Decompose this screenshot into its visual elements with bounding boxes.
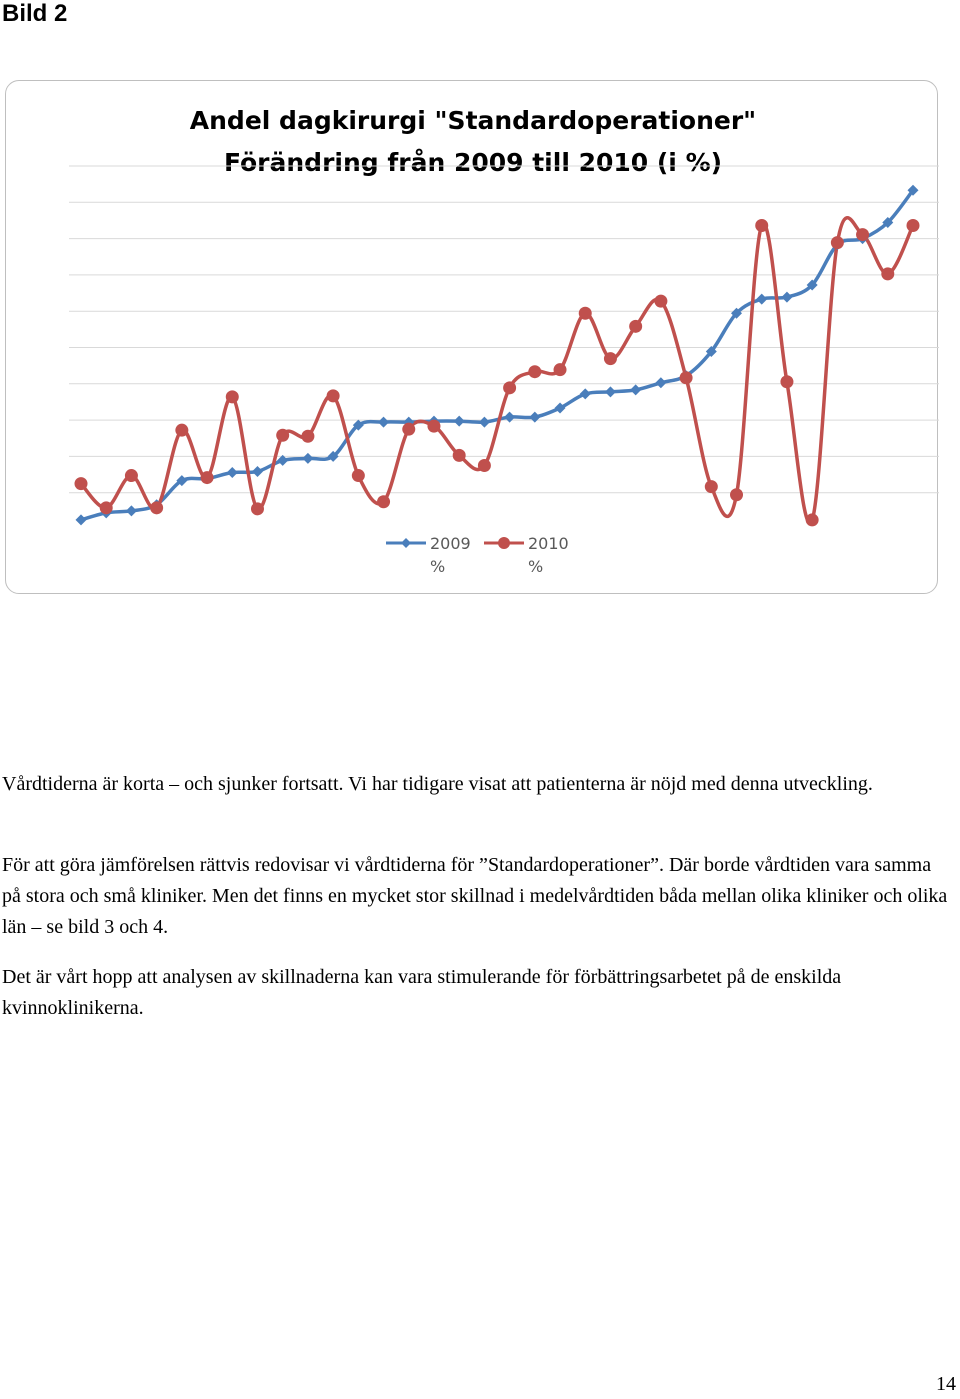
data-point-2009 bbox=[756, 293, 768, 305]
legend-label-2010-line1: 2010 bbox=[528, 534, 569, 553]
data-point-2010 bbox=[755, 218, 769, 232]
legend-label-2009-line1: 2009 bbox=[430, 534, 471, 553]
paragraph-1: Vårdtiderna är korta – och sjunker forts… bbox=[2, 773, 873, 795]
data-point-2010 bbox=[225, 390, 239, 404]
legend-marker-2009 bbox=[401, 538, 411, 548]
data-point-2010 bbox=[830, 236, 844, 250]
data-point-2010 bbox=[452, 448, 466, 462]
data-point-2009 bbox=[378, 416, 390, 428]
page-heading: Bild 2 bbox=[2, 0, 68, 27]
data-point-2009 bbox=[327, 450, 339, 462]
data-point-2010 bbox=[856, 228, 870, 242]
data-point-2009 bbox=[579, 388, 591, 400]
chart-frame: Andel dagkirurgi "Standardoperationer" F… bbox=[5, 80, 939, 594]
series-markers bbox=[74, 184, 920, 527]
page-number: 14 bbox=[936, 1373, 956, 1395]
data-point-2010 bbox=[704, 480, 718, 494]
data-point-2009 bbox=[302, 452, 314, 464]
data-point-2010 bbox=[150, 501, 164, 515]
data-point-2010 bbox=[74, 477, 88, 491]
data-point-2010 bbox=[730, 488, 744, 502]
data-point-2010 bbox=[377, 495, 391, 509]
data-point-2009 bbox=[277, 454, 289, 466]
data-point-2009 bbox=[176, 475, 188, 487]
chart-title-line1: Andel dagkirurgi "Standardoperationer" bbox=[190, 106, 756, 135]
legend-marker-2010 bbox=[498, 537, 510, 549]
data-point-2009 bbox=[478, 416, 490, 428]
data-point-2010 bbox=[276, 428, 290, 442]
data-point-2009 bbox=[352, 419, 364, 431]
data-point-2010 bbox=[553, 363, 567, 377]
data-point-2009 bbox=[882, 216, 894, 228]
paragraph-2: För att göra jämförelsen rättvis redovis… bbox=[2, 854, 948, 938]
data-point-2010 bbox=[402, 422, 416, 436]
data-point-2009 bbox=[251, 466, 263, 478]
data-point-2009 bbox=[604, 386, 616, 398]
data-point-2010 bbox=[805, 513, 819, 527]
data-point-2010 bbox=[654, 294, 668, 308]
line-chart: Andel dagkirurgi "Standardoperationer" F… bbox=[69, 106, 939, 576]
data-point-2010 bbox=[477, 458, 491, 472]
data-point-2010 bbox=[250, 502, 264, 516]
data-point-2010 bbox=[603, 352, 617, 366]
data-point-2009 bbox=[781, 291, 793, 303]
data-point-2009 bbox=[705, 346, 717, 358]
data-point-2010 bbox=[326, 389, 340, 403]
data-point-2010 bbox=[578, 306, 592, 320]
data-point-2010 bbox=[200, 471, 214, 485]
legend-label-2010-line2: % bbox=[528, 557, 543, 576]
data-point-2010 bbox=[528, 365, 542, 379]
data-point-2009 bbox=[529, 411, 541, 423]
data-point-2009 bbox=[806, 279, 818, 291]
data-point-2010 bbox=[175, 423, 189, 437]
data-point-2010 bbox=[124, 469, 138, 483]
paragraph-3: Det är vårt hopp att analysen av skillna… bbox=[2, 966, 842, 1019]
data-point-2009 bbox=[630, 384, 642, 396]
data-point-2009 bbox=[125, 505, 137, 517]
data-point-2009 bbox=[75, 514, 87, 526]
data-point-2009 bbox=[554, 402, 566, 414]
legend-label-2009-line2: % bbox=[430, 557, 445, 576]
data-point-2009 bbox=[504, 411, 516, 423]
data-point-2010 bbox=[906, 218, 920, 232]
data-point-2010 bbox=[351, 469, 365, 483]
data-point-2009 bbox=[907, 184, 919, 196]
data-point-2010 bbox=[780, 375, 794, 389]
data-point-2010 bbox=[301, 429, 315, 443]
data-point-2010 bbox=[679, 371, 693, 385]
data-point-2009 bbox=[453, 415, 465, 427]
data-point-2010 bbox=[427, 419, 441, 433]
legend: 2009 % 2010 % bbox=[386, 534, 569, 576]
data-point-2009 bbox=[655, 377, 667, 389]
data-point-2009 bbox=[731, 307, 743, 319]
legend-entry-2010: 2010 % bbox=[484, 534, 569, 576]
data-point-2010 bbox=[99, 501, 113, 515]
gridlines bbox=[69, 165, 939, 494]
chart-title-line2: Förändring från 2009 till 2010 (i %) bbox=[224, 148, 722, 177]
data-point-2009 bbox=[226, 467, 238, 479]
series-line-2009 bbox=[80, 189, 915, 522]
legend-entry-2009: 2009 % bbox=[386, 534, 471, 576]
data-point-2010 bbox=[881, 267, 895, 281]
data-point-2010 bbox=[629, 319, 643, 333]
data-point-2010 bbox=[503, 381, 517, 395]
